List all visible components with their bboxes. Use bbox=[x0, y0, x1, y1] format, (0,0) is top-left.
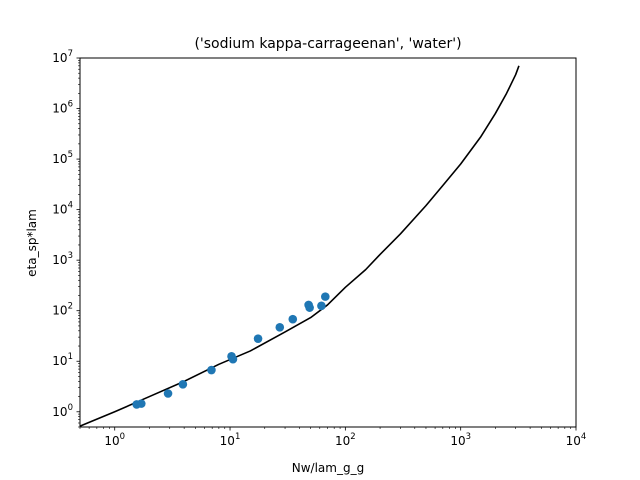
data-point bbox=[136, 399, 146, 408]
data-point bbox=[178, 379, 188, 389]
y-tick-label: 102 bbox=[52, 302, 73, 318]
axis-ticks: 100 101 102 103 104 100 101 102 103 104 105 106 107 bbox=[52, 49, 586, 448]
y-tick-label: 104 bbox=[52, 201, 73, 217]
y-tick-label: 105 bbox=[52, 150, 73, 166]
x-tick-label: 101 bbox=[220, 432, 241, 448]
data-point bbox=[305, 303, 314, 312]
data-point bbox=[321, 292, 330, 301]
plot-area bbox=[80, 65, 520, 427]
data-point bbox=[288, 314, 298, 324]
x-tick-label: 100 bbox=[104, 432, 125, 448]
y-tick-label: 103 bbox=[52, 251, 73, 267]
y-axis-label: eta_sp*lam bbox=[25, 209, 39, 277]
x-axis-label: Nw/lam_g_g bbox=[292, 461, 364, 475]
data-point bbox=[207, 365, 216, 375]
data-point bbox=[275, 322, 285, 332]
x-tick-label: 102 bbox=[335, 432, 356, 448]
data-point bbox=[253, 334, 263, 343]
x-tick-label: 104 bbox=[566, 432, 587, 448]
y-tick-label: 107 bbox=[52, 49, 73, 65]
y-tick-label: 100 bbox=[52, 403, 73, 419]
data-point bbox=[228, 354, 238, 364]
data-point bbox=[163, 389, 173, 398]
plot-frame bbox=[79, 57, 577, 428]
x-tick-label: 103 bbox=[450, 432, 471, 448]
y-tick-label: 101 bbox=[52, 352, 73, 368]
fit-curve bbox=[80, 65, 520, 427]
y-tick-label: 106 bbox=[52, 100, 73, 116]
data-point bbox=[317, 301, 326, 311]
chart-title: ('sodium kappa-carrageenan', 'water') bbox=[194, 36, 461, 52]
